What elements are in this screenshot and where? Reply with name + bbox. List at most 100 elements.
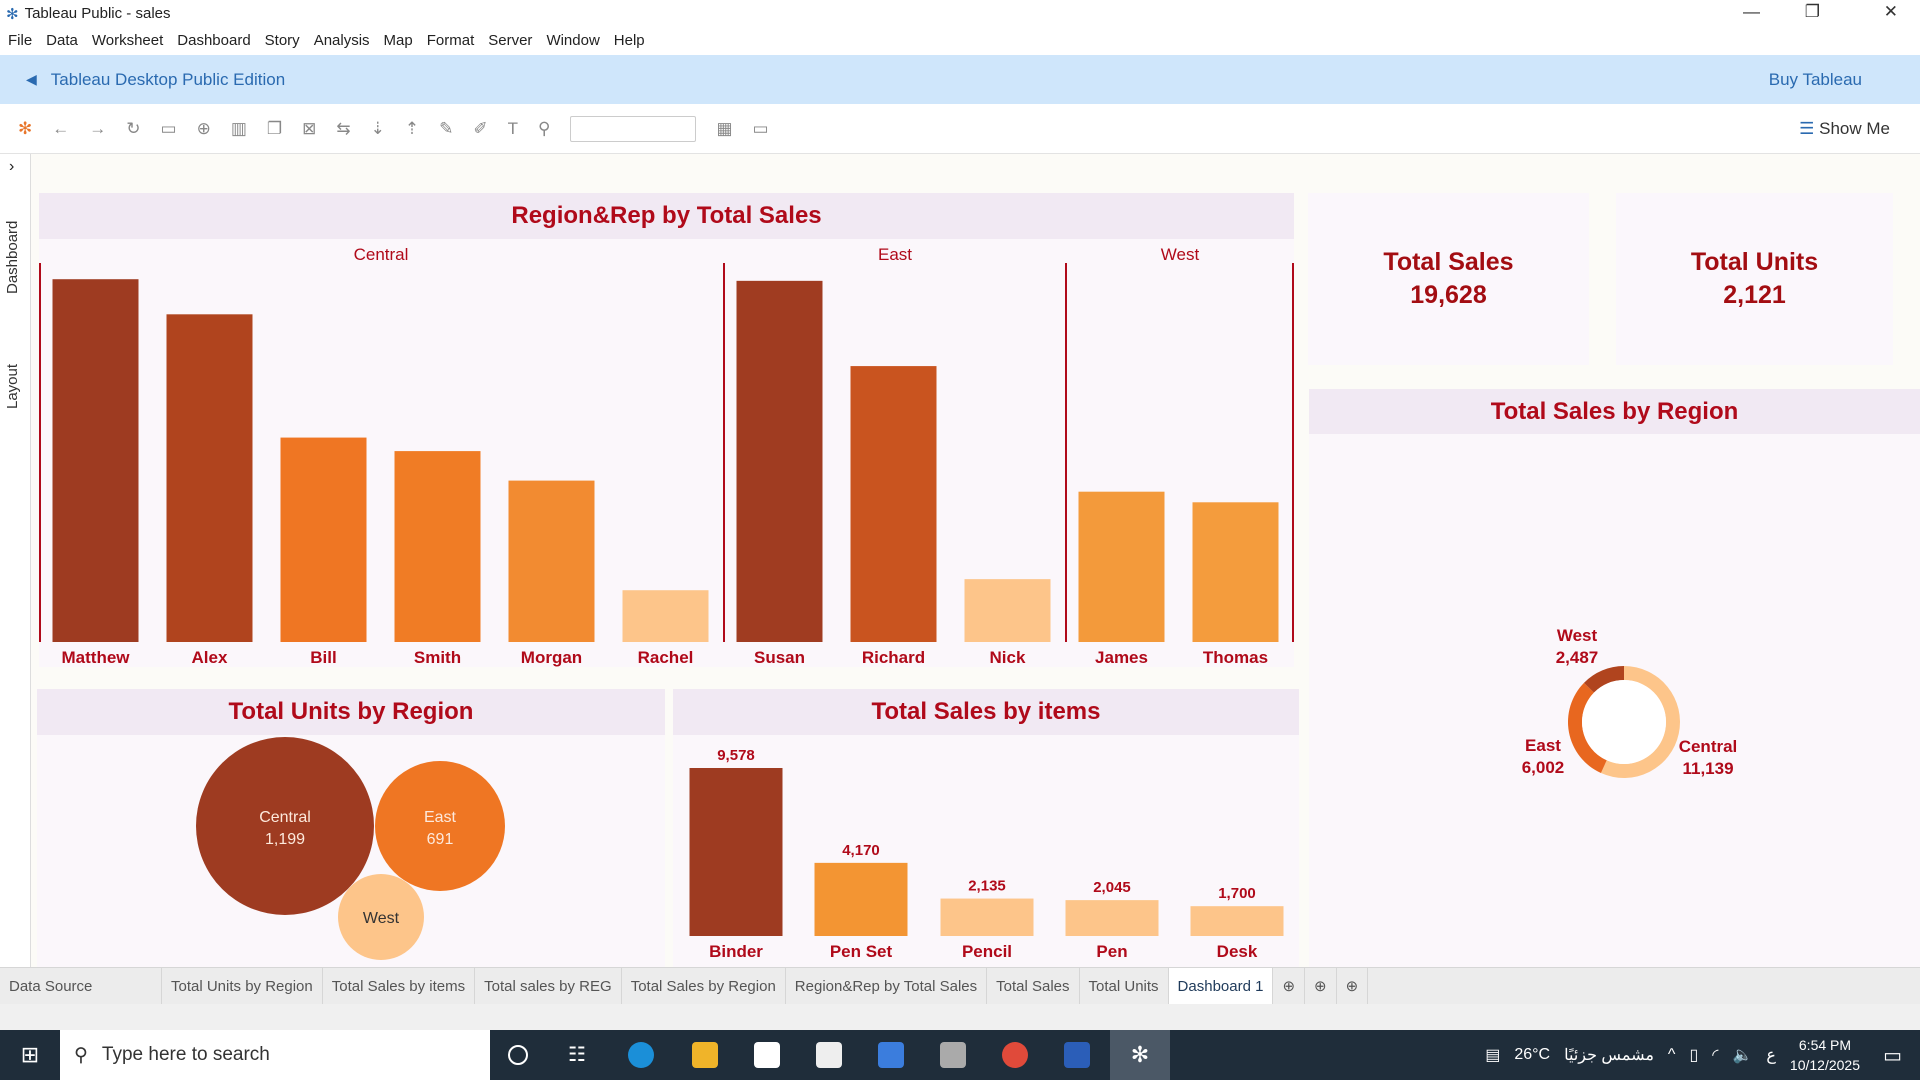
donut-label: West: [1557, 626, 1598, 645]
word-icon[interactable]: [1064, 1042, 1090, 1068]
wifi-icon[interactable]: ◜: [1712, 1047, 1719, 1064]
redo-repeat-icon[interactable]: ↻: [126, 118, 141, 138]
show-me-icon: ☰: [1799, 118, 1820, 138]
bar-label: Susan: [754, 648, 805, 667]
menu-map[interactable]: Map: [383, 32, 413, 49]
weather-temp: 26°C: [1514, 1046, 1551, 1063]
chrome-icon[interactable]: [1002, 1042, 1028, 1068]
sheet-tab[interactable]: Region&Rep by Total Sales: [786, 968, 988, 1004]
sheet-tab[interactable]: Data Source: [0, 968, 162, 1004]
mail-icon[interactable]: [816, 1042, 842, 1068]
clock[interactable]: 6:54 PM 10/12/2025: [1790, 1035, 1860, 1075]
swap-icon[interactable]: ⇆: [336, 118, 351, 138]
bar-value-label: 2,135: [968, 878, 1006, 895]
weather-icon: ▤: [1485, 1047, 1501, 1064]
tableau-taskbar-icon[interactable]: ✻: [1110, 1030, 1170, 1080]
bar-label: Richard: [862, 648, 925, 667]
menu-data[interactable]: Data: [46, 32, 78, 49]
sort-desc-icon[interactable]: ⇡: [404, 118, 420, 138]
menu-analysis[interactable]: Analysis: [313, 32, 370, 49]
bubble-central: [196, 737, 374, 915]
bar-desk: [1190, 906, 1284, 936]
donut-value: 11,139: [1682, 759, 1733, 778]
task-view-icon[interactable]: ☷: [568, 1044, 586, 1066]
show-me-label: Show Me: [1819, 118, 1890, 138]
notifications-icon[interactable]: ▭: [1883, 1044, 1902, 1067]
menu-server[interactable]: Server: [488, 32, 533, 49]
sheet-tab[interactable]: Total Sales by items: [323, 968, 476, 1004]
sheet-tab[interactable]: Total Units: [1080, 968, 1169, 1004]
highlight-icon[interactable]: ✎: [439, 118, 454, 138]
show-cards-icon[interactable]: ▦: [716, 118, 733, 138]
sort-asc-icon[interactable]: ⇣: [370, 118, 385, 138]
windows-start-icon[interactable]: ⊞: [20, 1042, 40, 1067]
menu-dashboard[interactable]: Dashboard: [177, 32, 251, 49]
label-icon[interactable]: T: [507, 118, 519, 138]
bar-label: James: [1095, 648, 1148, 667]
edition-label: Tableau Desktop Public Edition: [50, 69, 286, 89]
duplicate-icon[interactable]: ❐: [266, 118, 283, 138]
bubble-label: West: [363, 910, 400, 927]
new-worksheet-icon[interactable]: ▥: [230, 118, 247, 138]
add-datasource-icon[interactable]: ⊕: [196, 118, 211, 138]
restore-button[interactable]: ❐: [1804, 2, 1820, 21]
redo-icon[interactable]: →: [89, 118, 107, 138]
app-icon[interactable]: [940, 1042, 966, 1068]
bar-alex: [166, 314, 253, 642]
expand-chevron-icon[interactable]: ›: [9, 158, 15, 175]
weather-text: مشمس جزئيًا: [1564, 1047, 1654, 1064]
bar-nick: [964, 579, 1051, 642]
bubble-label: Central: [259, 809, 311, 826]
save-icon[interactable]: ▭: [160, 118, 177, 138]
region-header: Central: [354, 245, 409, 264]
bar-label: Pencil: [962, 942, 1012, 961]
volume-icon[interactable]: 🔈: [1732, 1047, 1753, 1064]
kpi-total-units: Total Units 2,121: [1616, 193, 1893, 365]
new-dashboard-icon[interactable]: ⊕: [1305, 968, 1337, 1004]
bar-label: Morgan: [521, 648, 582, 667]
language-indicator[interactable]: ع: [1766, 1047, 1776, 1064]
store-icon[interactable]: [754, 1042, 780, 1068]
menu-file[interactable]: File: [8, 32, 33, 49]
clear-icon[interactable]: ⊠: [302, 118, 317, 138]
sheet-tab[interactable]: Total Sales: [987, 968, 1080, 1004]
sheet-tab[interactable]: Total sales by REG: [475, 968, 622, 1004]
new-worksheet-icon[interactable]: ⊕: [1273, 968, 1306, 1004]
time: 6:54 PM: [1798, 1037, 1852, 1053]
panel-title: Total Units by Region: [37, 689, 665, 735]
sheet-tab[interactable]: Total Sales by Region: [622, 968, 786, 1004]
close-button[interactable]: ✕: [1883, 2, 1898, 21]
new-story-icon[interactable]: ⊕: [1337, 968, 1369, 1004]
chevron-up-icon[interactable]: ^: [1667, 1046, 1676, 1063]
bubble-value: 1,199: [265, 831, 305, 848]
tableau-logo-icon[interactable]: ✻: [18, 118, 33, 138]
fit-select[interactable]: [570, 115, 697, 142]
menu-window[interactable]: Window: [546, 32, 600, 49]
bar-label: Smith: [414, 648, 461, 667]
status-bar: [0, 1004, 1920, 1030]
menu-story[interactable]: Story: [264, 32, 300, 49]
sheet-tab[interactable]: Total Units by Region: [162, 968, 323, 1004]
pin-icon[interactable]: ⚲: [538, 118, 551, 138]
sheet-tab[interactable]: Dashboard 1: [1168, 968, 1274, 1004]
annotate-icon[interactable]: ✐: [473, 118, 488, 138]
app-icon[interactable]: [878, 1042, 904, 1068]
panel-title: Region&Rep by Total Sales: [39, 193, 1294, 239]
date: 10/12/2025: [1789, 1057, 1860, 1073]
menu-worksheet[interactable]: Worksheet: [91, 32, 164, 49]
presentation-icon[interactable]: ▭: [752, 118, 769, 138]
undo-icon[interactable]: ←: [52, 118, 70, 138]
menu-format[interactable]: Format: [426, 32, 475, 49]
taskbar-search[interactable]: ⚲ Type here to search: [60, 1030, 490, 1080]
file-explorer-icon[interactable]: [692, 1042, 718, 1068]
bar-label: Nick: [990, 648, 1026, 667]
edge-icon[interactable]: [628, 1042, 654, 1068]
cortana-icon[interactable]: [508, 1045, 528, 1065]
bar-pencil: [940, 898, 1034, 936]
region-header: West: [1161, 245, 1200, 264]
kpi-value: 19,628: [1410, 281, 1487, 309]
buy-tableau-link[interactable]: Buy Tableau: [1768, 69, 1862, 89]
show-me-button[interactable]: ☰ Show Me: [1799, 119, 1890, 139]
menu-help[interactable]: Help: [613, 32, 645, 49]
minimize-button[interactable]: —: [1743, 2, 1760, 21]
